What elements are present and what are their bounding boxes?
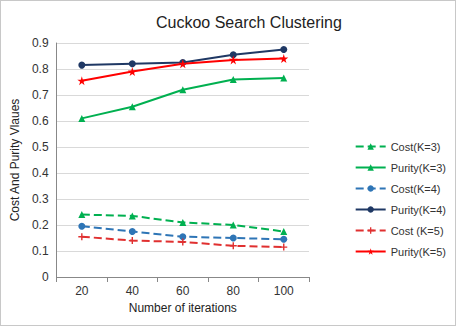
svg-text:0: 0 — [42, 270, 49, 284]
svg-text:Cost (K=5): Cost (K=5) — [391, 225, 444, 237]
svg-text:40: 40 — [126, 284, 140, 298]
svg-text:0.1: 0.1 — [32, 244, 49, 258]
svg-text:0.6: 0.6 — [32, 114, 49, 128]
svg-text:0.2: 0.2 — [32, 218, 49, 232]
svg-text:100: 100 — [274, 284, 294, 298]
svg-text:0.8: 0.8 — [32, 62, 49, 76]
svg-text:60: 60 — [176, 284, 190, 298]
svg-text:Cuckoo Search Clustering: Cuckoo Search Clustering — [156, 14, 342, 31]
svg-text:Purity(K=4): Purity(K=4) — [391, 204, 446, 216]
svg-text:20: 20 — [75, 284, 89, 298]
svg-text:0.3: 0.3 — [32, 192, 49, 206]
svg-text:Purity(K=3): Purity(K=3) — [391, 162, 446, 174]
svg-text:0.5: 0.5 — [32, 140, 49, 154]
svg-text:Purity(K=5): Purity(K=5) — [391, 246, 446, 258]
svg-text:Cost(K=3): Cost(K=3) — [391, 141, 441, 153]
svg-text:Number of iterations: Number of iterations — [129, 301, 237, 315]
svg-text:Cost And Purity Vlaues: Cost And Purity Vlaues — [8, 99, 22, 222]
svg-text:0.9: 0.9 — [32, 36, 49, 50]
svg-text:0.4: 0.4 — [32, 166, 49, 180]
svg-text:0.7: 0.7 — [32, 88, 49, 102]
svg-text:Cost(K=4): Cost(K=4) — [391, 183, 441, 195]
svg-text:80: 80 — [227, 284, 241, 298]
